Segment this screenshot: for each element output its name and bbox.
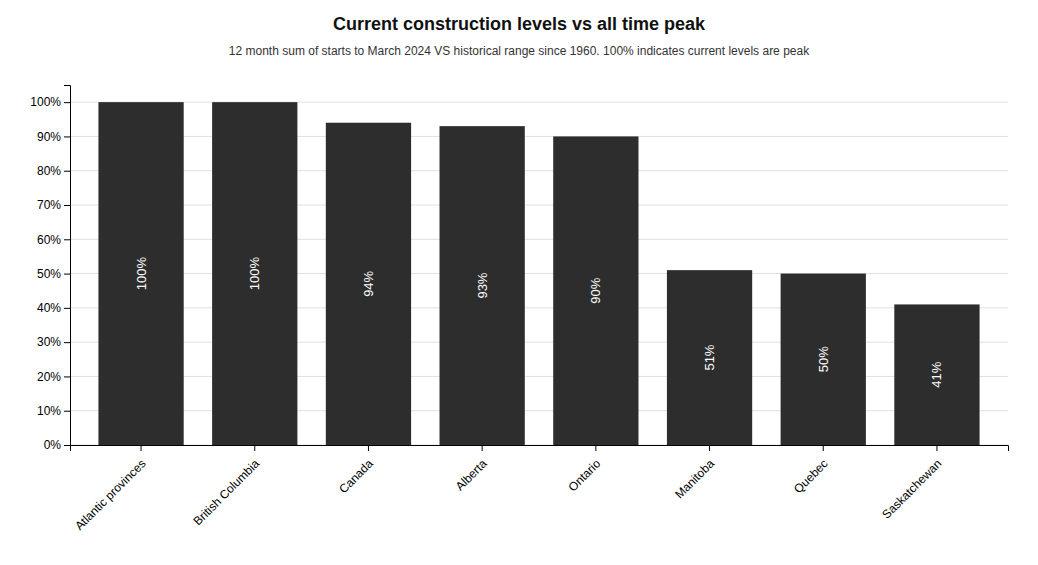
- data-labels: 100% 100% 94% 93% 90% 51% 50% 41%: [134, 257, 945, 388]
- data-label: 90%: [588, 277, 603, 303]
- plot-area: 100% 100% 94% 93% 90% 51% 50% 41% 0% 10% 20% 30% 40%…: [30, 86, 1008, 533]
- y-axis-line: [64, 86, 71, 446]
- bar: [553, 136, 638, 445]
- y-tick: 20%: [37, 370, 70, 384]
- data-label: 50%: [816, 346, 831, 372]
- title: Current construction levels vs all time …: [333, 14, 706, 34]
- y-tick-label: 30%: [37, 335, 61, 349]
- bar: [667, 270, 752, 445]
- y-tick-label: 60%: [37, 233, 61, 247]
- x-tick: Saskatchewan: [879, 445, 944, 522]
- y-tick-mark: [64, 376, 70, 377]
- y-tick: 60%: [37, 233, 70, 247]
- grid-line: [70, 205, 1008, 206]
- x-tick-mark: [709, 445, 710, 451]
- x-tick-label: Saskatchewan: [879, 457, 944, 522]
- y-tick-label: 100%: [30, 95, 61, 109]
- data-label: 51%: [702, 344, 717, 370]
- data-label: 41%: [929, 361, 944, 387]
- bar: [212, 102, 297, 445]
- x-tick-label: Alberta: [453, 456, 490, 493]
- x-axis-line: [71, 446, 1009, 452]
- bar: [98, 102, 183, 445]
- x-tick-mark: [823, 445, 824, 451]
- y-tick-label: 0%: [44, 438, 62, 452]
- x-tick-mark: [368, 445, 369, 451]
- x-tick-mark: [482, 445, 483, 451]
- bar: [440, 126, 525, 445]
- x-tick-mark: [141, 445, 142, 451]
- y-tick-mark: [64, 342, 70, 343]
- x-tick-label: Ontario: [566, 456, 604, 494]
- y-tick: 80%: [37, 164, 70, 178]
- data-label: 100%: [247, 257, 262, 291]
- x-tick: Canada: [336, 445, 376, 496]
- data-label: 94%: [361, 270, 376, 296]
- grid-line: [70, 170, 1008, 171]
- bar: [326, 123, 411, 445]
- x-tick-mark: [595, 445, 596, 451]
- y-axis: 0% 10% 20% 30% 40% 50% 60% 70% 80% 90% 100%: [30, 86, 70, 453]
- y-tick-mark: [64, 445, 70, 446]
- x-tick: Manitoba: [672, 445, 717, 501]
- y-tick-label: 90%: [37, 130, 61, 144]
- x-tick: British Columbia: [191, 445, 263, 528]
- grid-line: [70, 136, 1008, 137]
- x-tick-label: British Columbia: [191, 456, 263, 528]
- x-tick-label: Manitoba: [672, 456, 717, 501]
- bar: [781, 274, 866, 445]
- x-tick-label: Quebec: [791, 457, 831, 497]
- grid-line: [70, 307, 1008, 308]
- subtitle: 12 month sum of starts to March 2024 VS …: [229, 44, 810, 58]
- x-tick: Quebec: [791, 445, 831, 496]
- y-tick: 0%: [44, 438, 70, 452]
- y-tick-mark: [64, 102, 70, 103]
- x-tick-mark: [936, 445, 937, 451]
- x-tick: Ontario: [566, 445, 604, 494]
- y-tick-label: 40%: [37, 301, 61, 315]
- y-tick: 30%: [37, 335, 70, 349]
- y-tick-mark: [64, 171, 70, 172]
- bars: [98, 102, 979, 445]
- y-tick-mark: [64, 239, 70, 240]
- y-tick-mark: [64, 308, 70, 309]
- y-tick-label: 70%: [37, 198, 61, 212]
- chart-container: Current construction levels vs all time …: [0, 0, 1038, 565]
- data-label: 93%: [475, 272, 490, 298]
- x-tick-label: Canada: [336, 456, 376, 496]
- y-tick: 70%: [37, 198, 70, 212]
- x-tick: Alberta: [453, 445, 490, 493]
- grid-line: [70, 102, 1008, 103]
- y-tick-label: 10%: [37, 404, 61, 418]
- y-tick-label: 80%: [37, 164, 61, 178]
- grid-line: [70, 410, 1008, 411]
- data-label: 100%: [134, 257, 149, 291]
- x-tick-label: Atlantic provinces: [72, 457, 148, 533]
- y-tick-label: 50%: [37, 267, 61, 281]
- y-tick: 90%: [37, 130, 70, 144]
- y-tick: 40%: [37, 301, 70, 315]
- y-tick: 100%: [30, 95, 70, 109]
- grid-line: [70, 239, 1008, 240]
- y-tick-mark: [64, 274, 70, 275]
- x-tick: Atlantic provinces: [72, 445, 148, 533]
- y-tick-mark: [64, 136, 70, 137]
- x-tick-mark: [254, 445, 255, 451]
- y-tick-label: 20%: [37, 370, 61, 384]
- grid-line: [70, 376, 1008, 377]
- x-axis: Atlantic provinces British Columbia Canada…: [71, 445, 1009, 533]
- y-tick-mark: [64, 411, 70, 412]
- chart-svg: Current construction levels vs all time …: [0, 0, 1038, 565]
- y-tick: 50%: [37, 267, 70, 281]
- y-tick: 10%: [37, 404, 70, 418]
- grid-line: [70, 273, 1008, 274]
- bar: [894, 304, 979, 445]
- grid-line: [70, 342, 1008, 343]
- y-tick-mark: [64, 205, 70, 206]
- grid: [70, 102, 1008, 445]
